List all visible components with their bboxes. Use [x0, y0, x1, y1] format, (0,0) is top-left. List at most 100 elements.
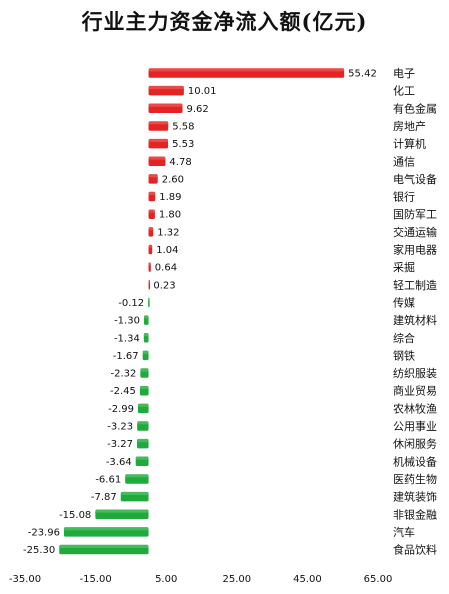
- x-tick-label: 65.00: [364, 574, 393, 585]
- data-label: -1.67: [113, 351, 139, 362]
- bar: [148, 156, 166, 166]
- bar-highlight: [148, 103, 183, 107]
- data-label: -2.99: [108, 404, 134, 415]
- bar-highlight: [143, 333, 149, 337]
- bar-highlight: [137, 403, 149, 407]
- bar: [148, 209, 155, 219]
- bar: [148, 262, 151, 272]
- data-label: 1.04: [156, 245, 178, 256]
- bar-highlight: [148, 138, 169, 143]
- category-label: 综合: [393, 331, 415, 345]
- category-label: 纺织服装: [393, 366, 437, 380]
- bar: [139, 385, 149, 396]
- bar: [148, 244, 153, 255]
- data-label: -1.30: [114, 316, 140, 327]
- data-label: -3.23: [107, 422, 133, 433]
- bar-highlight: [148, 262, 151, 266]
- x-tick-label: 5.00: [155, 574, 177, 585]
- category-label: 有色金属: [393, 101, 437, 115]
- category-label: 传媒: [393, 296, 415, 309]
- data-label: -6.61: [95, 474, 121, 485]
- data-label: 1.89: [159, 192, 181, 203]
- bar: [148, 227, 154, 237]
- bar: [148, 68, 345, 78]
- data-label: 0.64: [155, 263, 177, 274]
- category-label: 国防军工: [393, 207, 437, 221]
- data-label: -25.30: [23, 545, 55, 556]
- bar: [135, 456, 149, 467]
- data-label: -1.34: [114, 333, 140, 344]
- bar: [95, 509, 149, 519]
- data-label: 1.80: [159, 210, 181, 221]
- bar-highlight: [148, 156, 166, 160]
- bar-highlight: [143, 315, 149, 319]
- bar: [148, 297, 150, 308]
- category-label: 农林牧渔: [393, 401, 437, 415]
- category-label: 建筑材料: [393, 313, 437, 327]
- category-label: 休闲服务: [393, 437, 437, 451]
- bar: [148, 280, 151, 290]
- bar: [148, 174, 158, 184]
- bar-highlight: [148, 174, 158, 178]
- bar: [148, 121, 169, 131]
- bar: [143, 315, 149, 325]
- bar-highlight: [148, 68, 345, 72]
- category-label: 交通运输: [393, 225, 437, 239]
- bar-highlight: [140, 368, 149, 372]
- bar-highlight: [148, 191, 156, 195]
- category-label: 化工: [393, 84, 415, 98]
- data-label: -23.96: [28, 527, 60, 538]
- category-label: 建筑装饰: [393, 490, 437, 504]
- category-label: 银行: [393, 190, 415, 204]
- bar: [142, 350, 149, 361]
- x-tick-label: 25.00: [222, 574, 251, 585]
- data-label: 5.58: [172, 121, 194, 132]
- x-tick-label: -15.00: [79, 574, 111, 585]
- category-label: 公用事业: [393, 420, 437, 433]
- x-tick-label: 45.00: [293, 574, 322, 585]
- bar: [148, 138, 169, 149]
- bar: [120, 491, 149, 502]
- bar-highlight: [148, 85, 184, 90]
- data-label: 1.32: [157, 227, 179, 238]
- bar: [63, 527, 149, 537]
- data-label: -3.27: [107, 439, 133, 450]
- bar: [148, 103, 183, 114]
- data-label: 9.62: [187, 104, 209, 115]
- category-label: 食品饮料: [393, 543, 437, 557]
- bar-highlight: [63, 527, 149, 531]
- bar-highlight: [59, 544, 149, 548]
- category-label: 计算机: [393, 137, 426, 151]
- chart-title: 行业主力资金净流入额(亿元): [81, 9, 368, 34]
- x-tick-label: -35.00: [9, 574, 41, 585]
- bar-highlight: [148, 227, 154, 231]
- category-label: 非银金融: [393, 507, 437, 521]
- data-label: 5.53: [172, 139, 194, 150]
- bar: [140, 368, 149, 378]
- bar: [59, 544, 149, 555]
- category-label: 医药生物: [393, 472, 437, 486]
- category-label: 采掘: [393, 260, 415, 274]
- bar: [148, 191, 156, 202]
- data-label: -2.45: [110, 386, 136, 397]
- bar-highlight: [148, 121, 169, 125]
- bar-highlight: [142, 350, 149, 354]
- bar-highlight: [148, 297, 150, 301]
- data-label: 10.01: [188, 86, 217, 97]
- bar: [137, 421, 149, 431]
- data-label: -2.32: [110, 369, 136, 380]
- bar-highlight: [120, 491, 149, 496]
- bar-highlight: [148, 280, 151, 284]
- data-label: -0.12: [118, 298, 144, 309]
- category-label: 电气设备: [393, 172, 437, 186]
- category-label: 通信: [393, 155, 415, 168]
- bar-highlight: [139, 385, 149, 390]
- data-label: 0.23: [153, 280, 175, 291]
- bar: [148, 85, 184, 96]
- data-label: -3.64: [106, 457, 132, 468]
- bar: [125, 474, 149, 484]
- bar-highlight: [148, 244, 153, 248]
- bar-highlight: [137, 421, 149, 425]
- data-label: 2.60: [162, 174, 184, 185]
